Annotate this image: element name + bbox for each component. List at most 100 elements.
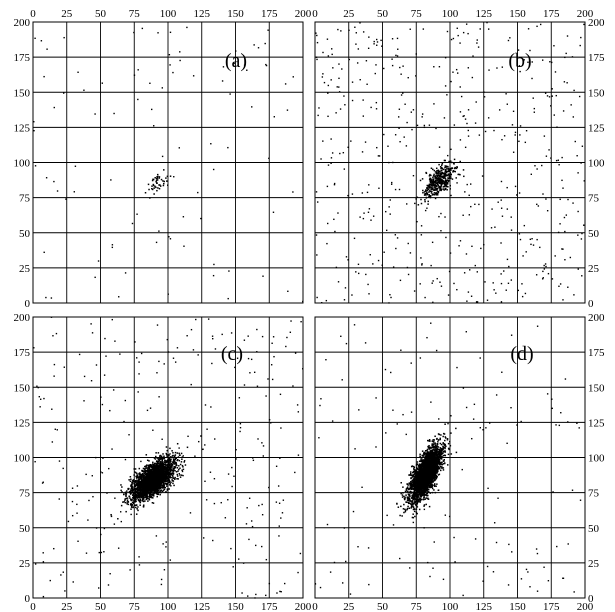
scatter-point (212, 337, 214, 340)
scatter-point (412, 513, 414, 515)
scatter-point (144, 484, 146, 487)
scatter-point (155, 484, 158, 487)
scatter-point (282, 499, 285, 501)
scatter-point (159, 486, 162, 488)
scatter-point (567, 421, 569, 423)
scatter-point (446, 30, 449, 33)
scatter-point (316, 58, 318, 61)
scatter-point (145, 467, 147, 470)
scatter-point (100, 396, 102, 398)
scatter-point (252, 457, 254, 459)
scatter-point (507, 282, 510, 284)
scatter-point (496, 67, 498, 69)
scatter-point (212, 274, 215, 277)
scatter-point (558, 164, 560, 166)
scatter-point (436, 472, 438, 474)
scatter-point (158, 486, 160, 489)
scatter-point (150, 466, 153, 469)
scatter-point (170, 481, 172, 484)
scatter-point (446, 183, 449, 185)
scatter-point (441, 467, 443, 469)
scatter-point (444, 85, 447, 87)
scatter-point (440, 189, 442, 192)
scatter-point (162, 485, 164, 487)
scatter-point (354, 26, 356, 28)
scatter-point (135, 471, 137, 474)
scatter-point (442, 168, 445, 171)
scatter-point (427, 188, 430, 190)
scatter-point (169, 475, 171, 477)
scatter-point (161, 467, 164, 469)
scatter-point (146, 475, 148, 477)
scatter-point (448, 515, 451, 518)
scatter-point (50, 297, 53, 299)
scatter-point (175, 463, 178, 465)
scatter-point (520, 420, 522, 423)
scatter-point (134, 484, 136, 486)
scatter-point (439, 170, 441, 173)
scatter-point (77, 71, 79, 73)
scatter-point (151, 478, 153, 481)
scatter-point (450, 38, 453, 41)
scatter-point (444, 166, 446, 169)
scatter-point (162, 453, 164, 455)
scatter-point (332, 67, 334, 69)
scatter-point (351, 99, 354, 102)
scatter-point (433, 169, 436, 172)
scatter-point (125, 510, 127, 513)
scatter-point (155, 491, 157, 493)
scatter-point (154, 467, 157, 469)
scatter-point (181, 458, 183, 460)
scatter-point (524, 141, 527, 144)
scatter-point (152, 184, 155, 187)
scatter-point (488, 69, 490, 71)
scatter-point (172, 469, 175, 471)
scatter-point (141, 492, 144, 494)
scatter-point (135, 489, 138, 491)
scatter-point (183, 245, 185, 247)
scatter-point (427, 561, 429, 564)
scatter-point (138, 467, 141, 470)
scatter-point (327, 55, 330, 57)
scatter-point (381, 264, 383, 266)
scatter-point (145, 498, 147, 501)
scatter-point (449, 184, 451, 187)
scatter-point (428, 505, 431, 508)
scatter-point (447, 154, 449, 157)
scatter-point (530, 243, 532, 246)
scatter-point (158, 469, 161, 472)
scatter-point (163, 467, 165, 469)
scatter-point (453, 162, 455, 164)
scatter-point (438, 187, 440, 189)
scatter-point (465, 331, 467, 333)
scatter-point (168, 464, 171, 467)
scatter-point (210, 143, 212, 145)
scatter-point (155, 452, 157, 454)
scatter-point (140, 488, 142, 490)
scatter-point (480, 247, 482, 250)
scatter-point (330, 162, 332, 165)
scatter-point (174, 461, 176, 464)
scatter-point (153, 457, 156, 459)
scatter-point (160, 578, 163, 581)
scatter-point (445, 166, 447, 168)
scatter-point (439, 438, 441, 441)
scatter-point (331, 152, 334, 154)
scatter-point (541, 59, 544, 61)
scatter-point (161, 458, 163, 460)
scatter-point (135, 498, 137, 501)
scatter-point (136, 484, 138, 486)
scatter-point (424, 190, 427, 192)
scatter-point (437, 184, 440, 187)
scatter-point (416, 461, 419, 463)
scatter-point (246, 69, 248, 71)
scatter-point (419, 179, 422, 182)
scatter-point (148, 466, 150, 468)
scatter-point (85, 552, 88, 554)
scatter-point (110, 513, 112, 516)
scatter-point (397, 116, 400, 118)
scatter-point (453, 163, 455, 165)
scatter-point (163, 475, 166, 477)
scatter-point (150, 481, 153, 483)
scatter-point (435, 167, 438, 170)
